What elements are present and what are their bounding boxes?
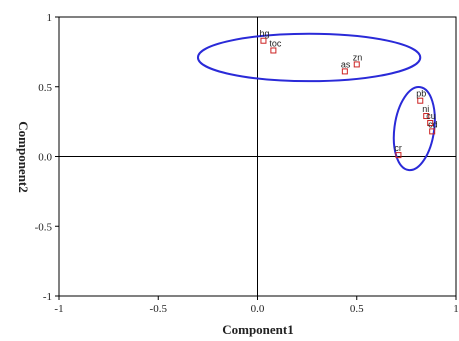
cluster-ellipse	[196, 32, 422, 83]
point-label-ni: ni	[422, 104, 429, 114]
point-marker-cd	[429, 128, 436, 135]
point-label-pb: pb	[416, 89, 426, 99]
point-marker-cu	[427, 120, 434, 127]
y-tick-label: -1	[43, 291, 52, 303]
point-marker-cr	[395, 152, 402, 159]
point-label-toc: toc	[269, 38, 282, 48]
point-marker-as	[341, 68, 348, 75]
x-tick-label: 1	[453, 303, 459, 315]
y-ticks: -1 -0.5 0.0 0.5 1	[35, 12, 59, 303]
x-tick-label: 0.5	[350, 303, 364, 315]
x-axis-title: Component1	[222, 322, 294, 337]
x-tick-label: -1	[54, 303, 63, 315]
point-marker-hg	[260, 37, 267, 44]
point-marker-zn	[353, 61, 360, 68]
point-label-zn: zn	[353, 52, 363, 62]
y-tick-label: 1	[47, 12, 53, 24]
point-label-cr: cr	[394, 143, 402, 153]
y-axis-title: Component2	[16, 121, 31, 193]
point-label-cu: cu	[426, 111, 436, 121]
point-marker-pb	[417, 97, 424, 104]
clusters	[196, 32, 436, 172]
y-tick-label: 0.5	[38, 82, 52, 94]
cluster-ellipse	[392, 86, 436, 172]
point-label-hg: hg	[259, 29, 269, 39]
x-ticks: -1 -0.5 0.0 0.5 1	[54, 296, 459, 315]
x-tick-label: -0.5	[150, 303, 168, 315]
x-tick-label: 0.0	[251, 303, 265, 315]
point-label-cd: cd	[428, 119, 438, 129]
point-label-as: as	[341, 59, 351, 69]
point-marker-ni	[423, 113, 430, 120]
point-marker-toc	[270, 47, 277, 54]
y-tick-label: 0.0	[38, 152, 52, 164]
y-tick-label: -0.5	[35, 221, 53, 233]
